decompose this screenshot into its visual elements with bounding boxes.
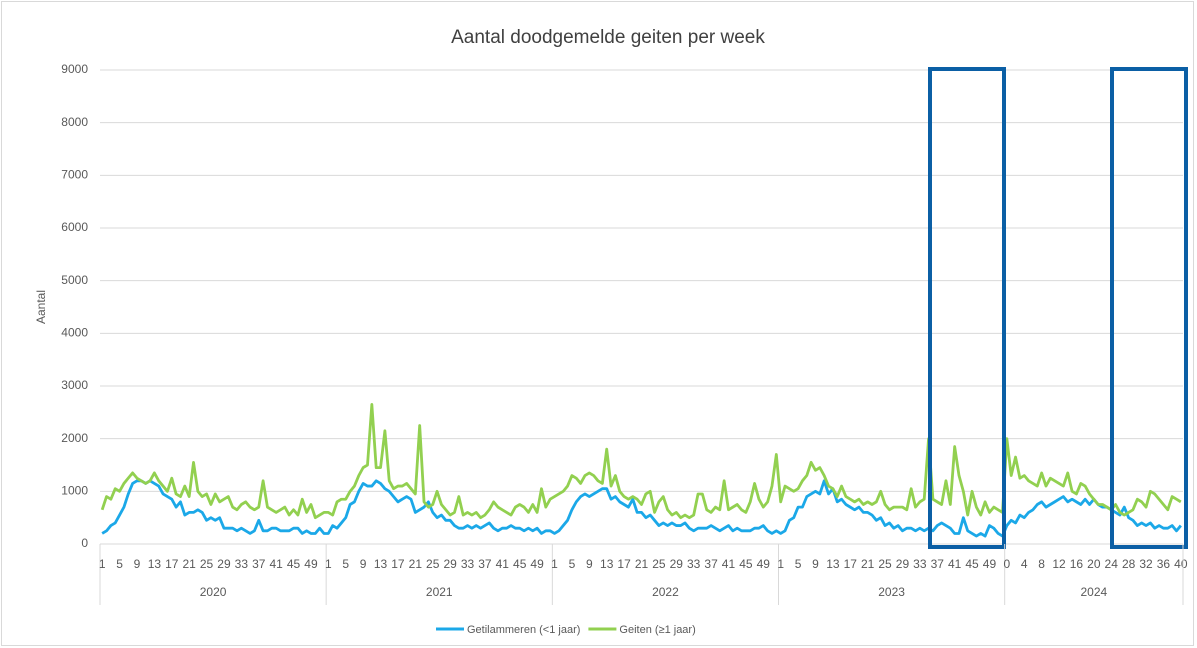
y-tick-label: 2000 bbox=[61, 431, 88, 445]
x-tick-label: 13 bbox=[374, 557, 388, 571]
x-tick-label: 33 bbox=[235, 557, 249, 571]
x-tick-label: 13 bbox=[148, 557, 162, 571]
x-tick-label: 5 bbox=[795, 557, 802, 571]
y-tick-label: 1000 bbox=[61, 484, 88, 498]
x-tick-label: 45 bbox=[287, 557, 301, 571]
x-tick-label: 49 bbox=[757, 557, 771, 571]
x-tick-label: 49 bbox=[530, 557, 544, 571]
x-tick-label: 1 bbox=[777, 557, 784, 571]
chart-title: Aantal doodgemelde geiten per week bbox=[451, 27, 765, 48]
x-tick-label: 49 bbox=[304, 557, 318, 571]
x-tick-label: 9 bbox=[360, 557, 367, 571]
x-tick-label: 33 bbox=[913, 557, 927, 571]
x-tick-label: 45 bbox=[513, 557, 527, 571]
y-tick-label: 9000 bbox=[61, 62, 88, 76]
x-tick-label: 17 bbox=[165, 557, 179, 571]
x-tick-label: 33 bbox=[461, 557, 475, 571]
x-tick-label: 1 bbox=[99, 557, 106, 571]
x-tick-label: 29 bbox=[217, 557, 231, 571]
x-tick-label: 17 bbox=[844, 557, 858, 571]
x-tick-label: 21 bbox=[182, 557, 196, 571]
x-tick-label: 13 bbox=[600, 557, 614, 571]
x-tick-label: 41 bbox=[948, 557, 962, 571]
x-tick-label: 41 bbox=[496, 557, 510, 571]
x-tick-label: 45 bbox=[739, 557, 753, 571]
x-tick-label: 25 bbox=[200, 557, 214, 571]
x-tick-label: 41 bbox=[722, 557, 736, 571]
x-tick-label: 8 bbox=[1038, 557, 1045, 571]
x-tick-label: 9 bbox=[812, 557, 819, 571]
x-tick-label: 5 bbox=[569, 557, 576, 571]
x-tick-label: 0 bbox=[1004, 557, 1011, 571]
series-line bbox=[101, 479, 1182, 538]
x-tick-label: 29 bbox=[670, 557, 684, 571]
legend-label: Geiten (≥1 jaar) bbox=[619, 624, 695, 636]
y-tick-label: 0 bbox=[81, 536, 88, 550]
x-tick-label: 21 bbox=[861, 557, 875, 571]
x-tick-label: 33 bbox=[687, 557, 701, 571]
x-tick-label: 36 bbox=[1157, 557, 1171, 571]
x-tick-label: 37 bbox=[478, 557, 492, 571]
x-tick-label: 5 bbox=[116, 557, 123, 571]
x-tick-label: 21 bbox=[635, 557, 649, 571]
x-tick-label: 37 bbox=[931, 557, 945, 571]
group-label: 2023 bbox=[878, 585, 905, 599]
series-line bbox=[100, 403, 1182, 520]
x-tick-label: 25 bbox=[878, 557, 892, 571]
x-tick-label: 1 bbox=[551, 557, 558, 571]
x-tick-label: 21 bbox=[409, 557, 423, 571]
x-tick-label: 32 bbox=[1139, 557, 1153, 571]
x-tick-label: 29 bbox=[443, 557, 457, 571]
group-label: 2021 bbox=[426, 585, 453, 599]
legend-label: Getilammeren (<1 jaar) bbox=[467, 624, 580, 636]
x-tick-label: 25 bbox=[426, 557, 440, 571]
group-label: 2022 bbox=[652, 585, 679, 599]
x-tick-label: 49 bbox=[983, 557, 997, 571]
x-tick-label: 40 bbox=[1174, 557, 1188, 571]
x-tick-label: 37 bbox=[704, 557, 718, 571]
x-tick-label: 45 bbox=[965, 557, 979, 571]
x-tick-label: 4 bbox=[1021, 557, 1028, 571]
y-tick-label: 8000 bbox=[61, 115, 88, 129]
x-tick-label: 20 bbox=[1087, 557, 1101, 571]
y-tick-label: 3000 bbox=[61, 378, 88, 392]
x-tick-label: 9 bbox=[134, 557, 141, 571]
x-tick-label: 12 bbox=[1052, 557, 1066, 571]
x-tick-label: 13 bbox=[826, 557, 840, 571]
x-tick-label: 1 bbox=[325, 557, 332, 571]
x-tick-label: 28 bbox=[1122, 557, 1136, 571]
x-tick-label: 16 bbox=[1070, 557, 1084, 571]
x-tick-label: 5 bbox=[342, 557, 349, 571]
x-tick-label: 41 bbox=[269, 557, 283, 571]
x-tick-label: 17 bbox=[617, 557, 631, 571]
y-axis-label: Aantal bbox=[34, 290, 48, 324]
x-tick-label: 37 bbox=[252, 557, 266, 571]
y-tick-label: 4000 bbox=[61, 326, 88, 340]
group-label: 2020 bbox=[200, 585, 227, 599]
y-tick-label: 5000 bbox=[61, 273, 88, 287]
y-tick-label: 6000 bbox=[61, 220, 88, 234]
x-tick-label: 25 bbox=[652, 557, 666, 571]
highlight-box bbox=[928, 67, 1006, 549]
x-tick-label: 24 bbox=[1105, 557, 1119, 571]
y-tick-label: 7000 bbox=[61, 168, 88, 182]
x-tick-label: 17 bbox=[391, 557, 405, 571]
highlight-box bbox=[1110, 67, 1188, 549]
x-tick-label: 9 bbox=[586, 557, 593, 571]
x-tick-label: 29 bbox=[896, 557, 910, 571]
group-label: 2024 bbox=[1080, 585, 1107, 599]
